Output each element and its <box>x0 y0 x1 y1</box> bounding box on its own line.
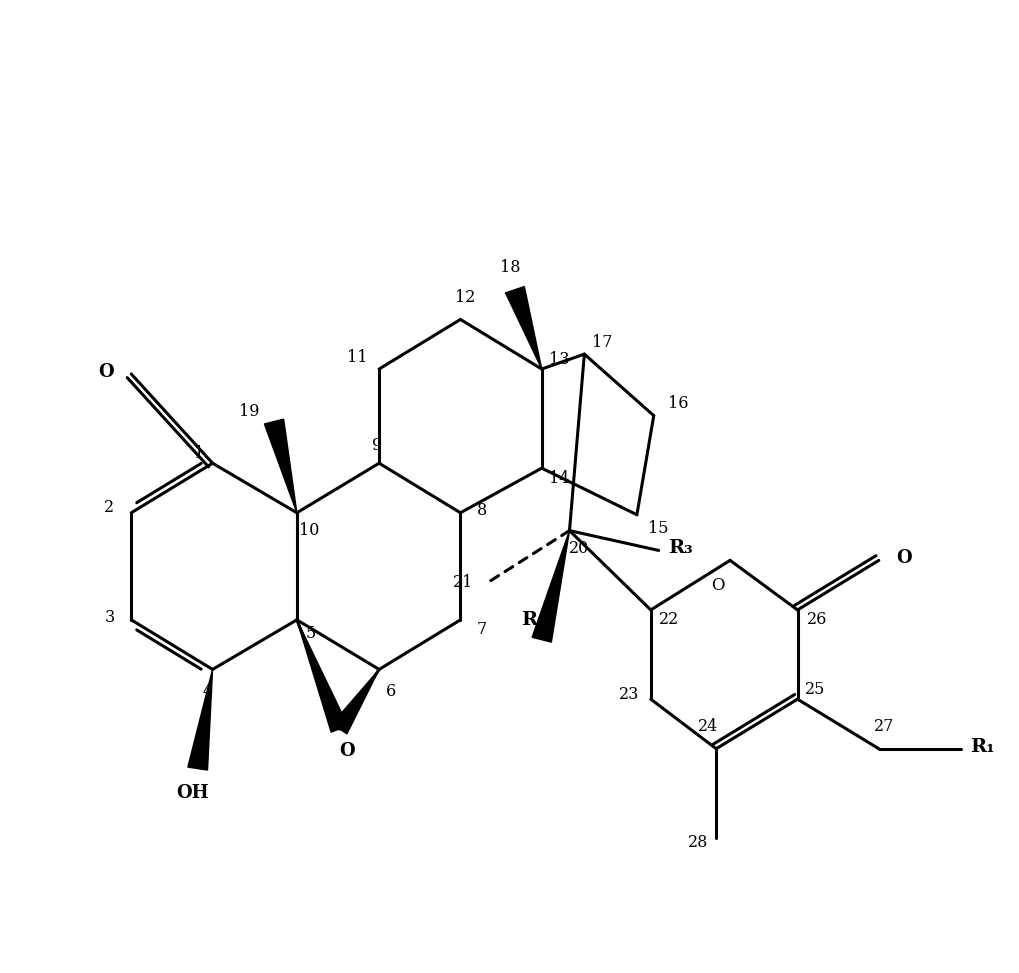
Text: 14: 14 <box>549 470 570 486</box>
Text: R₂: R₂ <box>521 611 545 629</box>
Text: 19: 19 <box>238 403 259 420</box>
Text: 6: 6 <box>385 683 395 700</box>
Text: 9: 9 <box>372 437 382 453</box>
Text: 17: 17 <box>591 334 611 350</box>
Text: 16: 16 <box>667 395 688 413</box>
Text: 28: 28 <box>688 835 708 851</box>
Polygon shape <box>297 620 347 732</box>
Text: 13: 13 <box>549 350 570 368</box>
Text: 11: 11 <box>346 348 367 366</box>
Text: 3: 3 <box>104 609 114 627</box>
Text: 2: 2 <box>104 499 114 517</box>
Text: 5: 5 <box>306 626 316 642</box>
Text: 1: 1 <box>194 445 204 462</box>
Text: 26: 26 <box>806 611 826 629</box>
Text: R₃: R₃ <box>667 539 692 558</box>
Text: 8: 8 <box>477 502 487 520</box>
Text: 7: 7 <box>477 622 487 638</box>
Text: O: O <box>895 550 911 567</box>
Text: 25: 25 <box>804 681 824 698</box>
Text: O: O <box>99 363 114 381</box>
Text: 18: 18 <box>499 260 520 276</box>
Text: O: O <box>339 741 355 760</box>
Text: R₁: R₁ <box>970 738 995 756</box>
Text: 10: 10 <box>299 523 319 539</box>
Text: 12: 12 <box>454 289 475 306</box>
Text: OH: OH <box>176 784 209 803</box>
Polygon shape <box>332 669 379 734</box>
Text: 27: 27 <box>872 718 893 736</box>
Text: 15: 15 <box>648 521 668 537</box>
Polygon shape <box>505 286 541 369</box>
Text: 21: 21 <box>452 574 473 591</box>
Polygon shape <box>264 419 297 513</box>
Polygon shape <box>187 669 212 770</box>
Polygon shape <box>532 530 569 642</box>
Text: 4: 4 <box>203 683 213 700</box>
Text: 23: 23 <box>619 686 639 703</box>
Text: 24: 24 <box>697 718 717 736</box>
Text: O: O <box>711 577 725 594</box>
Text: 22: 22 <box>658 611 678 629</box>
Text: 20: 20 <box>569 540 589 557</box>
